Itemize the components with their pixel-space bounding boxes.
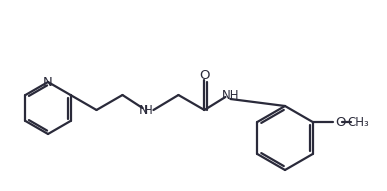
Text: H: H <box>144 104 153 117</box>
Text: NH: NH <box>222 88 239 101</box>
Text: O: O <box>336 116 346 129</box>
Text: N: N <box>139 104 148 117</box>
Text: N: N <box>43 75 53 88</box>
Text: O: O <box>199 69 210 82</box>
Text: CH₃: CH₃ <box>348 116 370 129</box>
